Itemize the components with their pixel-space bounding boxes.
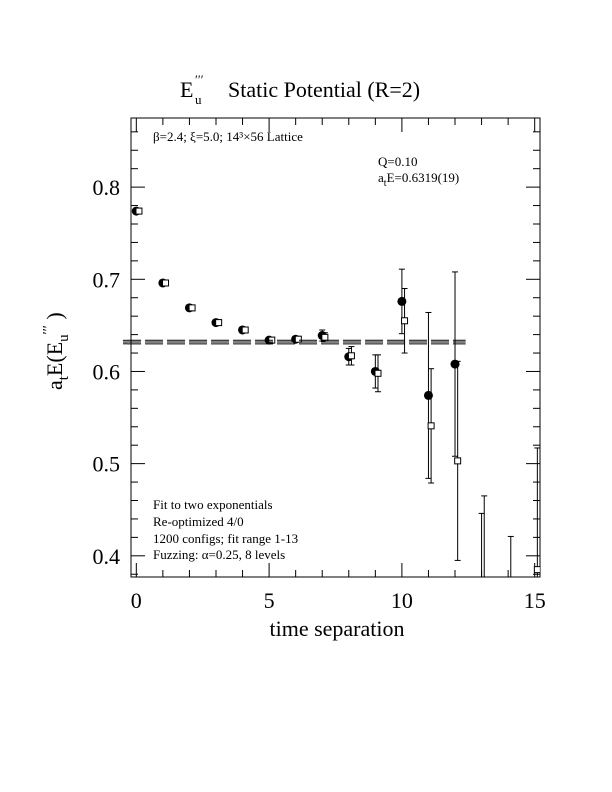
y-tick-label: 0.8 [93,175,121,200]
point [135,207,143,215]
annotation: β=2.4; ξ=5.0; 14³×56 Lattice [153,129,303,144]
annotation-part: E=0.6319(19) [387,170,460,185]
title-text: Static Potential (R=2) [228,77,420,102]
annotation: Re-optimized 4/0 [153,514,244,529]
point [477,643,486,652]
title-symbol: E [180,77,193,102]
annotation-part: t [384,178,387,189]
point [401,317,409,325]
y-tick-label: 0.6 [93,359,121,384]
plot-frame [130,117,541,578]
x-tick-label: 5 [264,588,275,613]
x-tick-label: 10 [391,588,413,613]
point [241,326,249,334]
point [188,304,196,312]
annotation: Fit to two exponentials [153,497,273,512]
y-tick-label: 0.5 [93,452,121,477]
y-label-part: ) [42,312,67,325]
y-label-part: ′′′ [41,325,56,334]
point [533,566,540,574]
point [162,279,170,287]
point [215,319,223,327]
point [481,645,487,651]
point [294,335,302,343]
annotation: Fuzzing: α=0.25, 8 levels [153,547,285,562]
plot-area [131,206,540,652]
annotation: Q=0.10 [378,154,417,169]
title-subscript: u [195,92,202,107]
y-axis-label: atE(Eu′′′ ) [41,312,72,390]
y-tick-label: 0.4 [93,544,121,569]
point [454,457,462,465]
point [508,645,514,651]
title-superscript: ′′′ [195,72,204,87]
chart-title: E ′′′ u Static Potential (R=2) [180,72,420,107]
point [321,333,329,341]
y-label-part: t [56,375,72,380]
x-tick-label: 15 [524,588,546,613]
annotation-part: a [378,170,384,185]
point [347,352,355,360]
y-label-part: u [56,334,72,342]
y-tick-label: 0.7 [93,267,121,292]
y-label-part: E(E [42,342,67,376]
y-label-part: a [42,380,67,390]
point [427,422,435,430]
annotation: atE=0.6319(19) [378,170,459,189]
x-tick-label: 0 [131,588,142,613]
annotation: 1200 configs; fit range 1-13 [153,531,298,546]
point [374,369,382,377]
x-axis-label: time separation [269,616,404,641]
